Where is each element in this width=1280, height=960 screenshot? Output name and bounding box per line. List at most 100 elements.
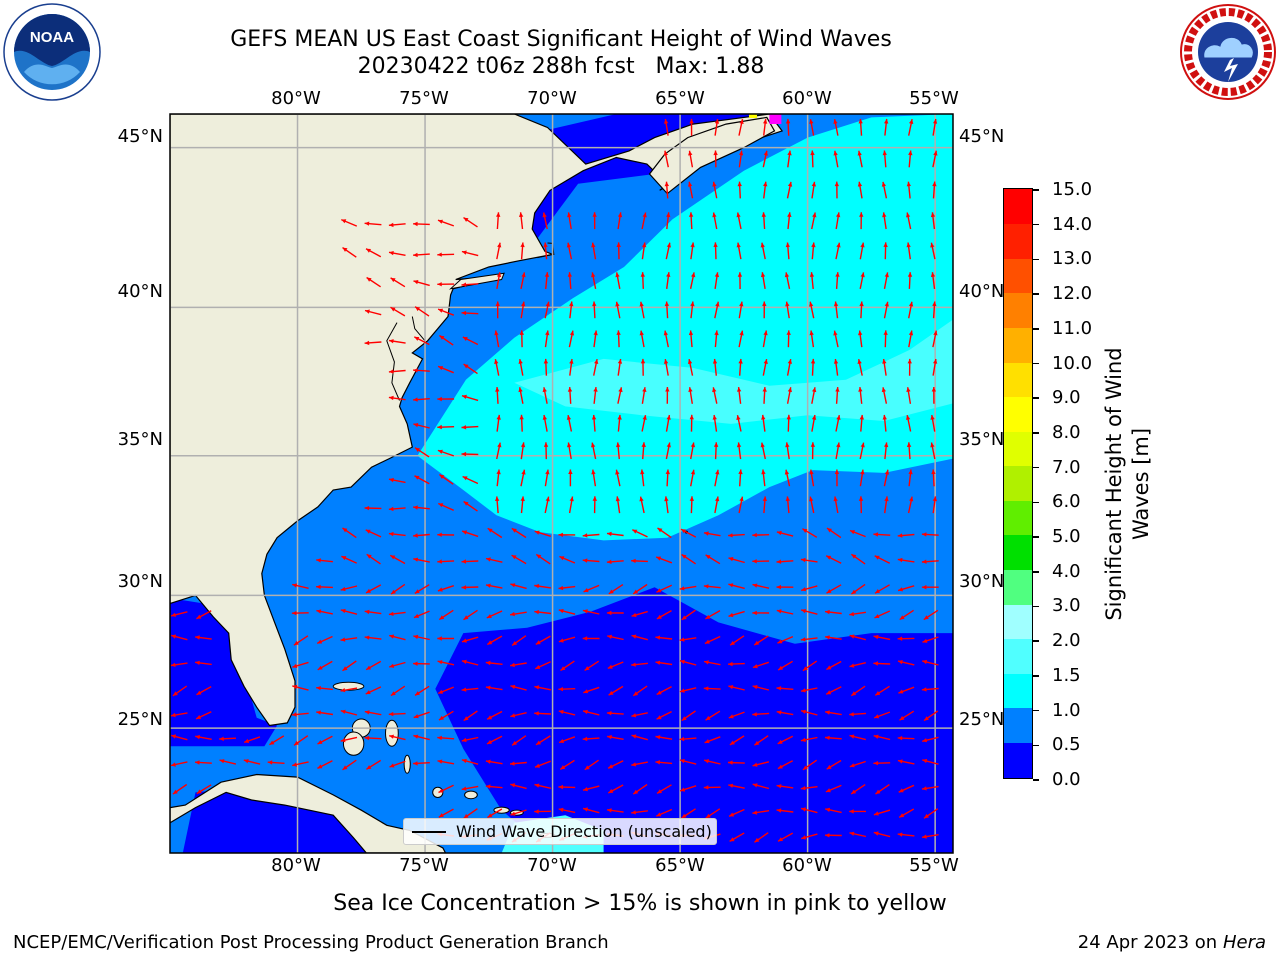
wave-direction-arrowhead xyxy=(899,715,905,721)
wave-direction-arrowhead xyxy=(485,660,491,666)
wave-direction-arrowhead xyxy=(219,759,225,764)
wave-direction-arrowhead xyxy=(521,301,526,307)
wave-direction-arrowhead xyxy=(785,301,790,307)
wave-direction-arrowhead xyxy=(389,663,395,668)
wave-direction-arrowhead xyxy=(688,330,694,336)
wave-direction-arrowhead xyxy=(752,583,758,588)
wave-direction-arrowhead xyxy=(617,212,623,218)
low-wave-region xyxy=(182,784,374,853)
wave-direction-arrowhead xyxy=(316,609,322,614)
wave-direction-arrowhead xyxy=(510,713,516,718)
wave-direction-arrowhead xyxy=(873,734,879,739)
wave-direction-arrowhead xyxy=(656,614,662,619)
wave-direction-arrowhead xyxy=(582,558,588,563)
wave-direction-arrowhead xyxy=(898,587,904,592)
wave-direction-arrowhead xyxy=(414,613,419,618)
wave-direction-arrowhead xyxy=(801,807,806,812)
wave-direction-arrowhead xyxy=(292,583,298,588)
wave-direction-arrowhead xyxy=(559,739,565,743)
lon-label-bottom: 80°W xyxy=(271,855,321,876)
wave-direction-arrowhead xyxy=(714,330,719,336)
sea-ice-patch xyxy=(769,114,782,124)
wave-direction-arrowhead xyxy=(390,691,396,696)
wave-direction-arrowhead xyxy=(244,738,250,743)
wave-direction-arrowhead xyxy=(415,691,420,696)
wave-direction-arrowhead xyxy=(608,690,614,696)
wave-direction-arrowhead xyxy=(906,212,911,218)
wave-direction-arrowhead xyxy=(388,506,394,512)
lat-label-right: 30°N xyxy=(959,571,1005,592)
wave-direction-arrowhead xyxy=(729,740,735,745)
colorbar-segment xyxy=(1004,327,1032,363)
wave-direction-arrowhead xyxy=(494,330,499,336)
wave-direction-arrowhead xyxy=(463,217,469,222)
wave-direction-arrowhead xyxy=(388,531,394,537)
wave-direction-arrowhead xyxy=(703,584,709,589)
wave-direction-arrowhead xyxy=(461,559,467,564)
wave-direction-arrowhead xyxy=(754,837,760,843)
coastline-chesapeake xyxy=(386,322,400,401)
chart-title: GEFS MEAN US East Coast Significant Heig… xyxy=(230,27,892,52)
noaa-logo-text: NOAA xyxy=(30,29,74,46)
wave-direction-arrowhead xyxy=(800,737,806,742)
wave-direction-arrowhead xyxy=(898,788,904,793)
wave-direction-arrowhead xyxy=(655,660,661,665)
lon-label-top: 75°W xyxy=(399,88,449,109)
wave-direction-arrowhead xyxy=(833,359,839,364)
lat-label-right: 25°N xyxy=(959,709,1005,730)
wave-direction-arrowhead xyxy=(413,761,418,766)
colorbar-title-line2: Waves [m] xyxy=(1129,427,1153,541)
wave-direction-arrowhead xyxy=(196,715,202,719)
wave-direction-arrowhead xyxy=(342,528,348,533)
wave-direction-arrowhead xyxy=(776,686,782,691)
wave-direction-arrowhead xyxy=(897,636,903,641)
wave-direction-arrowhead xyxy=(593,330,598,336)
wave-direction-arrowhead xyxy=(834,469,840,474)
wave-direction-arrowhead xyxy=(778,665,784,670)
wave-direction-arrowhead xyxy=(754,740,760,746)
wave-direction-arrowhead xyxy=(413,505,418,510)
wave-direction-arrowhead xyxy=(340,586,346,592)
wave-direction-arrowhead xyxy=(836,242,841,248)
wave-direction-arrowhead xyxy=(908,469,913,475)
wave-direction-arrowhead xyxy=(860,442,865,448)
wave-direction-arrowhead xyxy=(510,783,516,788)
wave-direction-arrowhead xyxy=(591,414,597,420)
wave-direction-arrowhead xyxy=(365,690,371,694)
wave-direction-arrowhead xyxy=(542,212,547,218)
wave-direction-arrowhead xyxy=(851,554,857,559)
wave-direction-arrowhead xyxy=(712,415,717,420)
wave-direction-arrowhead xyxy=(461,585,467,590)
wave-direction-arrowhead xyxy=(559,556,565,561)
wave-direction-arrowhead xyxy=(849,734,855,739)
wave-direction-arrowhead xyxy=(860,242,865,248)
wave-direction-arrowhead xyxy=(691,272,696,278)
wave-direction-arrowhead xyxy=(462,394,467,399)
wave-direction-arrowhead xyxy=(897,832,903,837)
wave-direction-arrowhead xyxy=(485,685,491,690)
wave-direction-arrowhead xyxy=(752,685,758,690)
wave-direction-arrowhead xyxy=(921,687,927,692)
wave-direction-arrowhead xyxy=(567,212,572,218)
wave-direction-arrowhead xyxy=(785,442,790,448)
wave-direction-arrowhead xyxy=(366,554,372,559)
wave-direction-arrowhead xyxy=(195,760,200,765)
island xyxy=(464,790,478,800)
wave-direction-arrowhead xyxy=(882,359,887,364)
wave-direction-arrowhead xyxy=(884,442,889,448)
wave-direction-arrowhead xyxy=(437,252,442,257)
wave-direction-arrowhead xyxy=(739,119,744,124)
wave-direction-arrowhead xyxy=(787,181,793,187)
wave-direction-arrowhead xyxy=(642,415,647,420)
wave-direction-arrowhead xyxy=(833,150,838,156)
colorbar-segment xyxy=(1004,258,1032,294)
wave-direction-arrowhead xyxy=(922,786,927,791)
wave-direction-arrowhead xyxy=(932,496,937,502)
colorbar-segment xyxy=(1004,673,1032,709)
wave-direction-arrowhead xyxy=(897,759,903,764)
colorbar-segment xyxy=(1004,742,1032,778)
wave-direction-arrowhead xyxy=(810,150,815,156)
wave-direction-arrowhead xyxy=(679,637,685,642)
lat-label-right: 35°N xyxy=(959,429,1005,450)
wave-direction-arrowhead xyxy=(461,758,467,764)
